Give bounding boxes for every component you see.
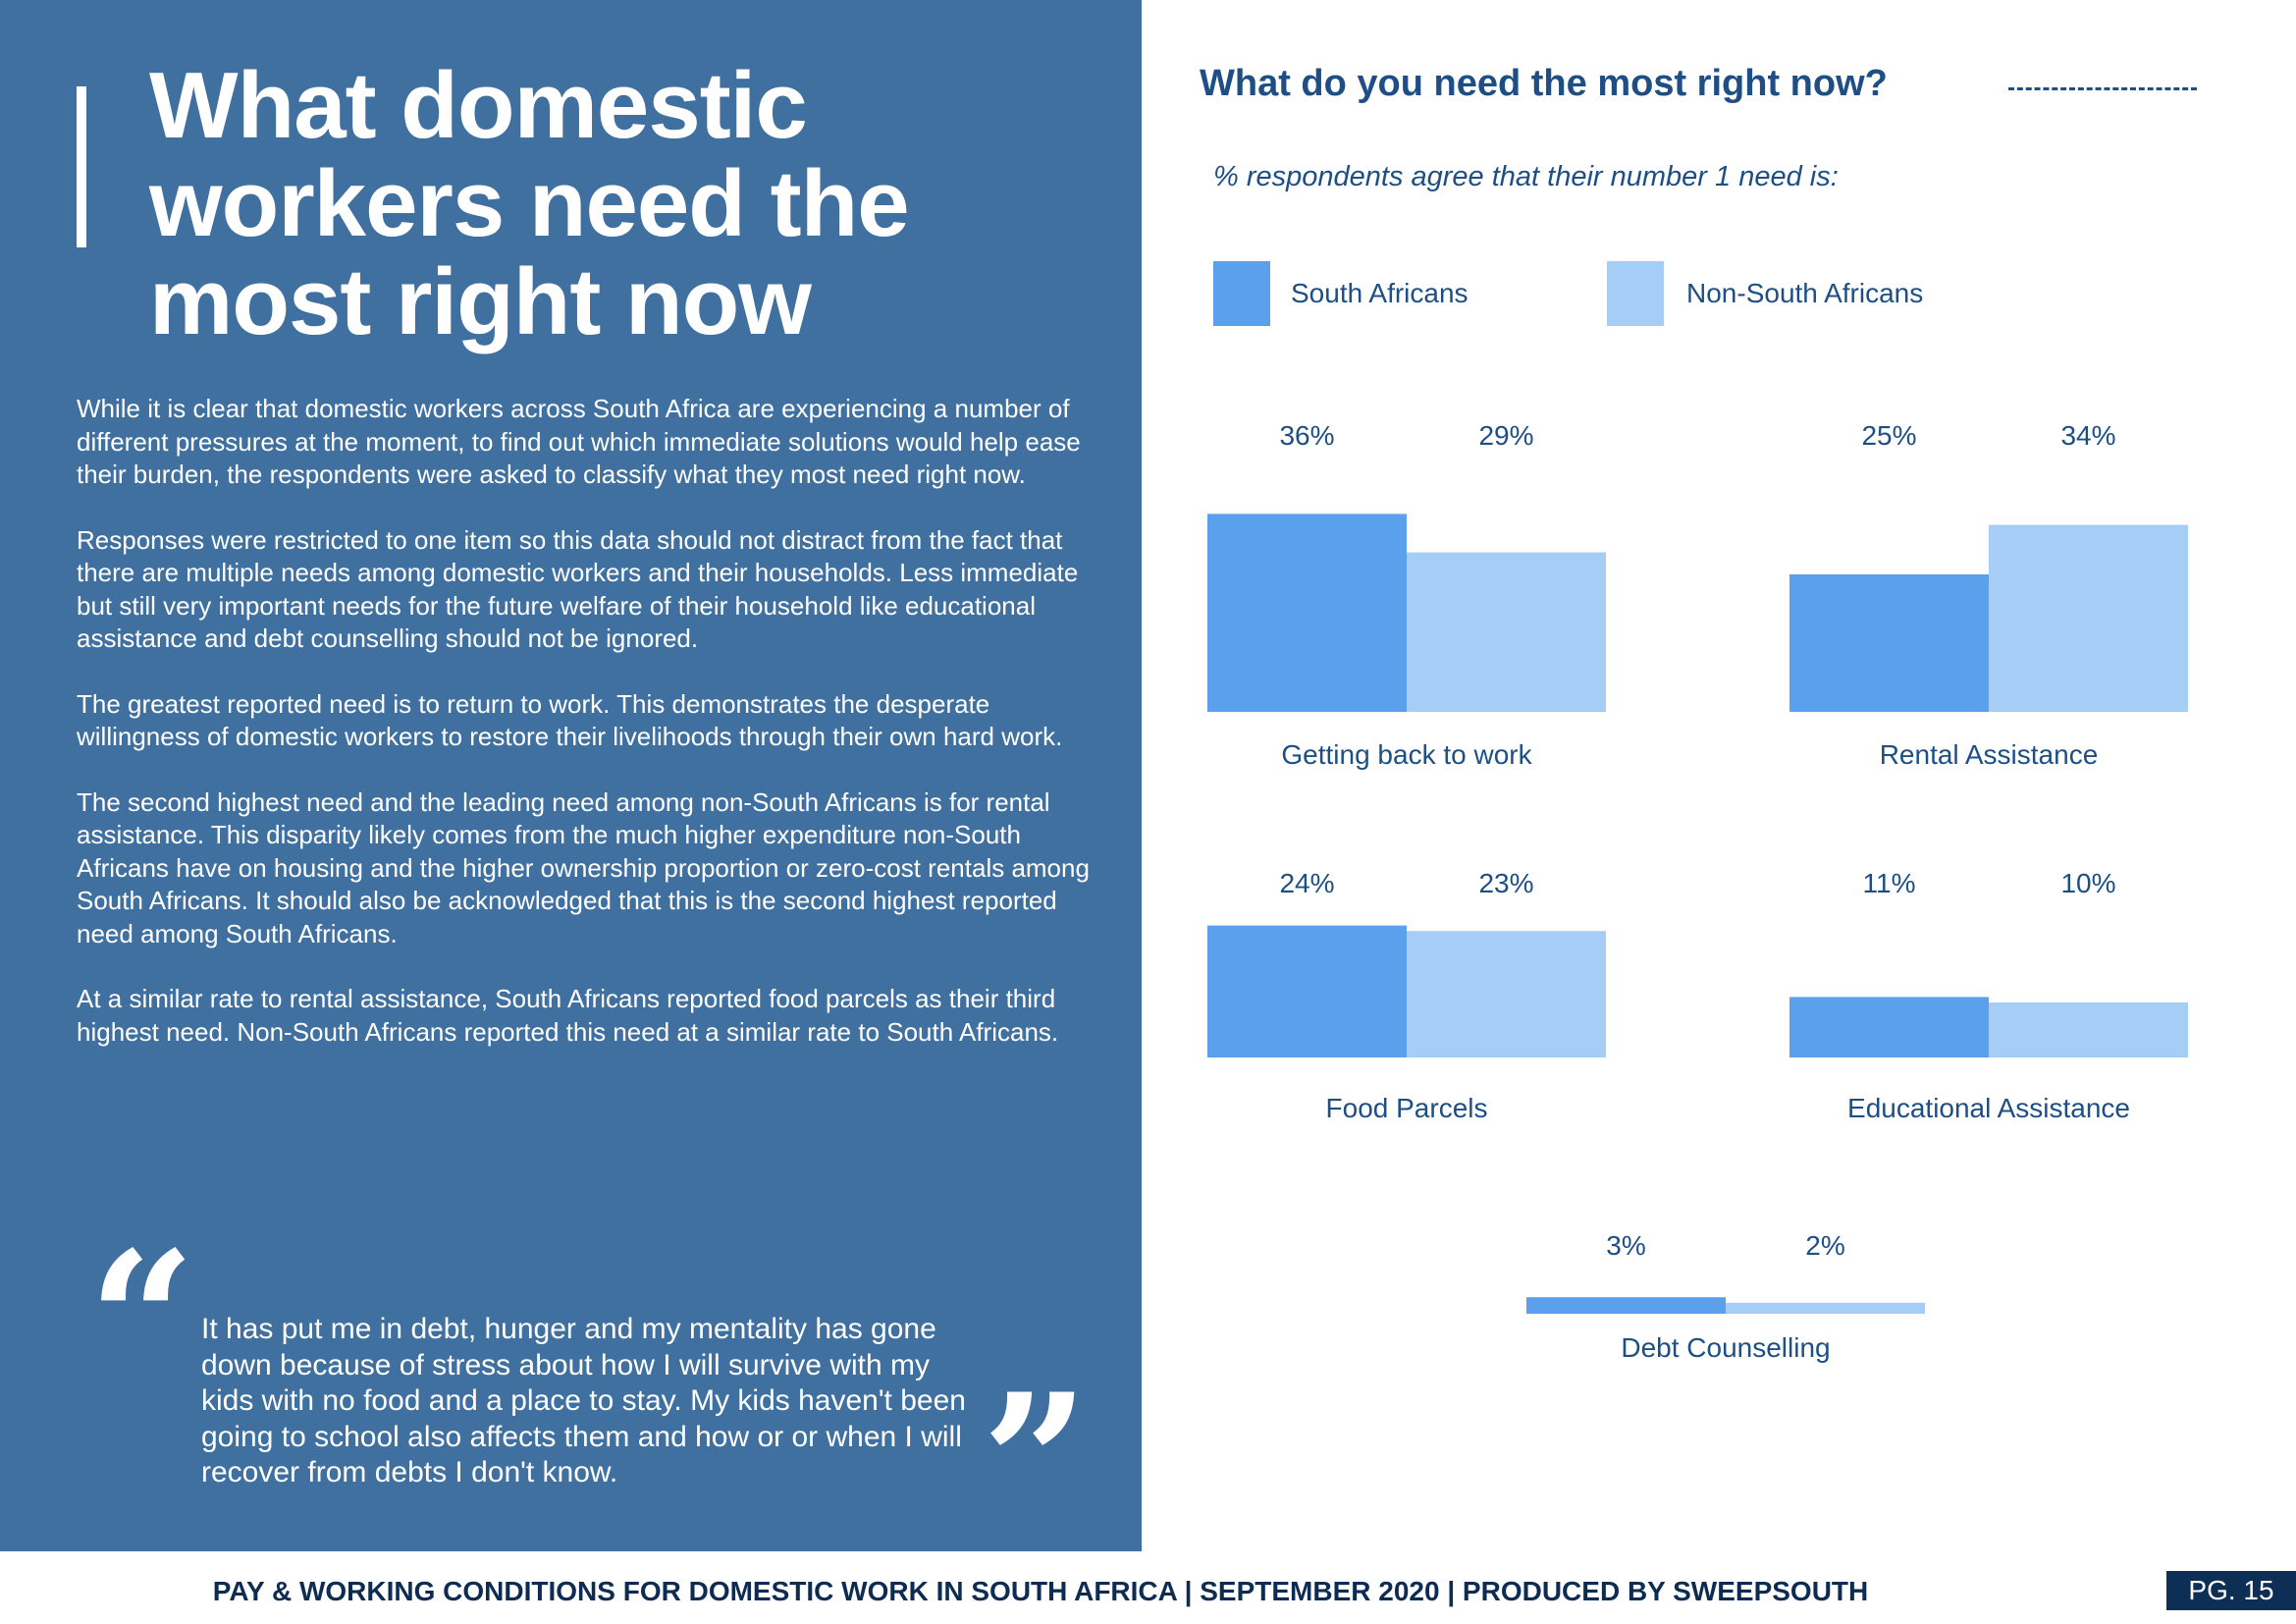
- chart-title: What do you need the most right now?: [1200, 63, 1888, 104]
- open-quote-icon: “: [88, 1211, 196, 1430]
- bar-1-0: [1789, 574, 1989, 712]
- data-label-1-1: 34%: [2060, 420, 2115, 451]
- data-label-0-1: 29%: [1478, 420, 1533, 451]
- category-label-3: Educational Assistance: [1847, 1093, 2130, 1123]
- close-quote-icon: ”: [982, 1353, 1090, 1572]
- data-label-3-1: 10%: [2060, 868, 2115, 898]
- legend-swatch-south-africans: [1213, 261, 1270, 326]
- body-paragraph: While it is clear that domestic workers …: [77, 394, 1081, 489]
- chart-subtitle: % respondents agree that their number 1 …: [1213, 161, 1839, 192]
- category-label-1: Rental Assistance: [1880, 739, 2099, 770]
- bar-3-1: [1989, 1002, 2188, 1057]
- data-label-2-0: 24%: [1279, 868, 1334, 898]
- bar-1-1: [1989, 524, 2188, 712]
- page-number-badge: PG. 15: [2166, 1571, 2296, 1610]
- data-label-1-0: 25%: [1861, 420, 1916, 451]
- category-label-0: Getting back to work: [1281, 739, 1532, 770]
- legend-label-non-south-africans: Non-South Africans: [1686, 278, 1924, 308]
- legend-swatch-non-south-africans: [1607, 261, 1664, 326]
- quote-text: It has put me in debt, hunger and my men…: [201, 1313, 966, 1489]
- data-label-3-0: 11%: [1863, 868, 1916, 898]
- body-paragraph: The second highest need and the leading …: [77, 786, 1090, 948]
- bar-3-0: [1789, 997, 1989, 1057]
- title-accent-bar: [77, 86, 86, 247]
- category-label-4: Debt Counselling: [1621, 1332, 1830, 1363]
- body-paragraph: The greatest reported need is to return …: [77, 688, 1063, 752]
- bar-2-0: [1207, 925, 1407, 1057]
- data-label-2-1: 23%: [1478, 868, 1533, 898]
- bar-4-1: [1726, 1302, 1925, 1314]
- data-label-4-1: 2%: [1805, 1230, 1844, 1261]
- category-label-2: Food Parcels: [1326, 1093, 1488, 1123]
- bar-4-0: [1526, 1297, 1726, 1314]
- left-panel: What domestic workers need the most righ…: [0, 0, 1142, 1556]
- dashed-divider: [2008, 87, 2197, 90]
- data-label-0-0: 36%: [1279, 420, 1334, 451]
- bar-2-1: [1407, 931, 1606, 1057]
- body-paragraph: At a similar rate to rental assistance, …: [77, 984, 1059, 1047]
- footer-text: PAY & WORKING CONDITIONS FOR DOMESTIC WO…: [212, 1576, 1869, 1606]
- bar-0-0: [1207, 514, 1407, 712]
- bar-0-1: [1407, 552, 1606, 712]
- body-text: While it is clear that domestic workers …: [77, 393, 1097, 1081]
- page-headline: What domestic workers need the most righ…: [149, 53, 910, 354]
- body-paragraph: Responses were restricted to one item so…: [77, 524, 1079, 654]
- legend-label-south-africans: South Africans: [1291, 278, 1468, 308]
- data-label-4-0: 3%: [1606, 1230, 1645, 1261]
